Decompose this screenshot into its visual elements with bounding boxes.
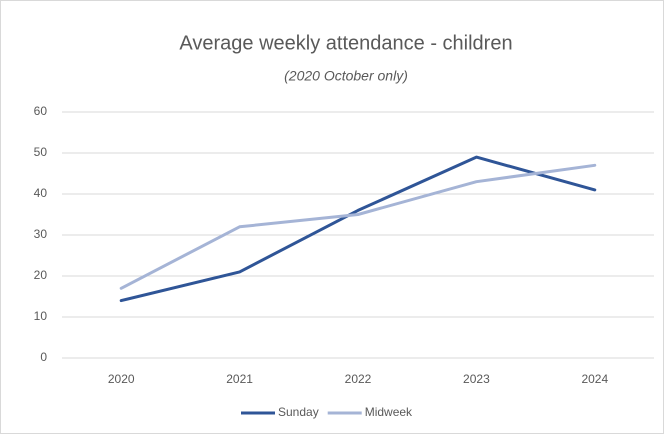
y-tick-label: 0 bbox=[40, 350, 47, 364]
legend-label: Midweek bbox=[365, 405, 413, 419]
chart-title: Average weekly attendance - children bbox=[179, 32, 512, 54]
legend-label: Sunday bbox=[278, 405, 319, 419]
x-tick-label: 2023 bbox=[463, 372, 490, 386]
y-tick-label: 60 bbox=[34, 104, 48, 118]
series-line bbox=[119, 163, 597, 290]
y-tick-label: 40 bbox=[34, 186, 48, 200]
series-line bbox=[119, 155, 597, 303]
y-tick-label: 10 bbox=[34, 309, 48, 323]
y-tick-label: 50 bbox=[34, 145, 48, 159]
y-tick-label: 30 bbox=[34, 227, 48, 241]
chart-subtitle: (2020 October only) bbox=[284, 68, 408, 84]
x-tick-label: 2024 bbox=[581, 372, 608, 386]
x-tick-label: 2021 bbox=[226, 372, 253, 386]
x-tick-label: 2022 bbox=[345, 372, 372, 386]
y-tick-label: 20 bbox=[34, 268, 48, 282]
x-tick-label: 2020 bbox=[108, 372, 135, 386]
